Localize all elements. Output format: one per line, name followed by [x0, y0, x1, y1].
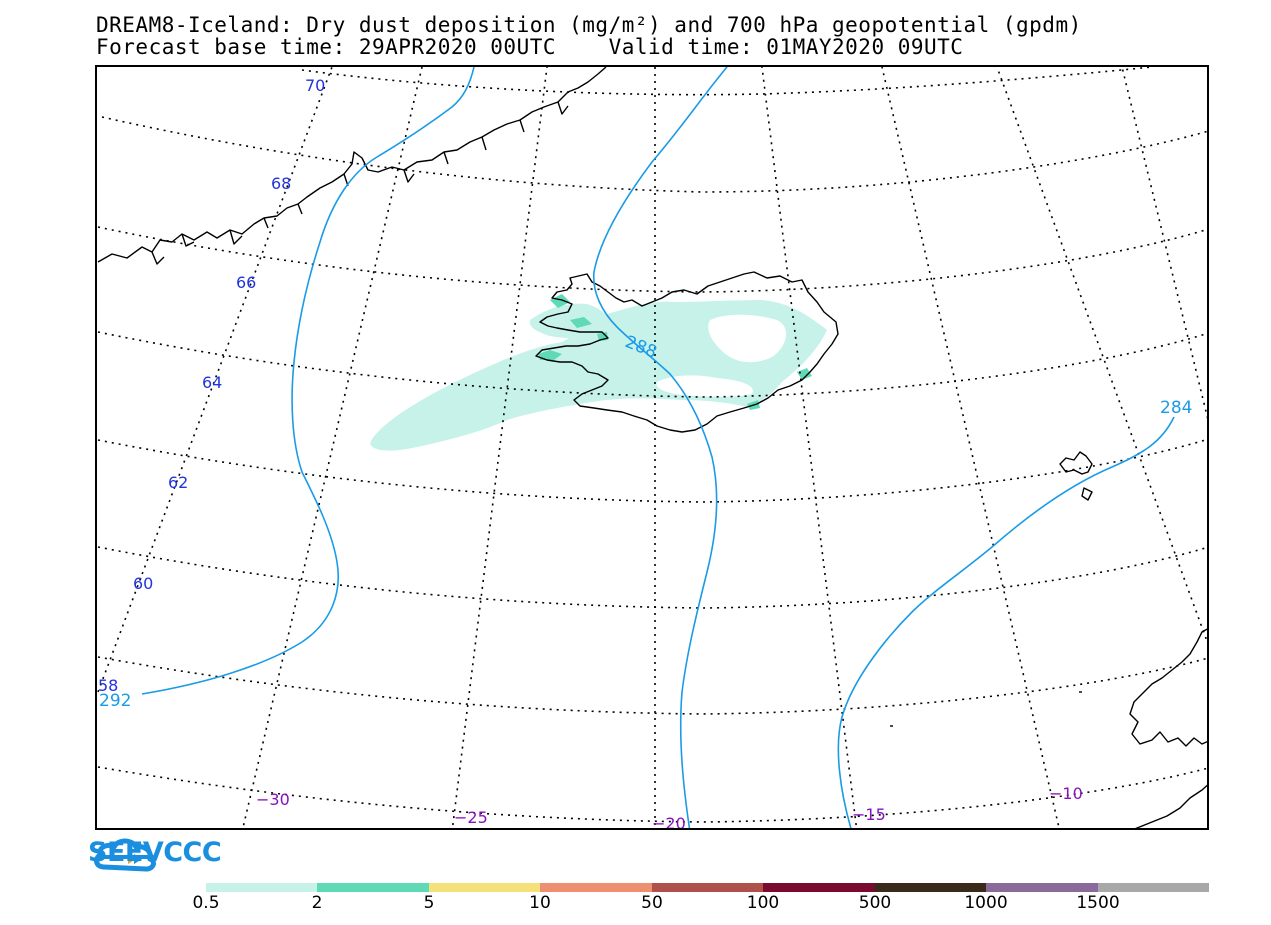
forecast-times: Forecast base time: 29APR2020 00UTC Vali…	[96, 35, 964, 59]
latitude-label-62: 62	[168, 473, 188, 492]
longitude-label-minus-25: −25	[454, 808, 488, 827]
logo-text: SEEVCCC	[88, 837, 222, 868]
colorbar-segment-3	[428, 883, 541, 892]
contour-288	[592, 67, 728, 828]
latitude-label-70: 70	[305, 76, 325, 95]
colorbar-segment-2	[317, 883, 429, 892]
longitude-label-minus-20: −20	[652, 814, 686, 830]
longitude-label-minus-10: −10	[1049, 784, 1083, 803]
latitude-label-64: 64	[202, 373, 222, 392]
contour-284	[837, 416, 1175, 828]
longitude-label-minus-30: −30	[256, 790, 290, 809]
latitude-label-66: 66	[236, 273, 256, 292]
latitude-line-66	[97, 226, 1207, 293]
dust-patch-nw	[529, 303, 613, 339]
chart-title: DREAM8-Iceland: Dry dust deposition (mg/…	[96, 13, 1082, 37]
contour-292	[141, 67, 475, 695]
colorbar-segment-7	[874, 883, 987, 892]
geopotential-contours	[141, 67, 1175, 828]
colorbar-label-50: 50	[641, 893, 663, 913]
meridian-minus-30	[242, 67, 423, 828]
dust-patch-inland-clear	[708, 314, 787, 363]
faroe-islands	[1059, 451, 1093, 501]
latitude-line-68	[101, 116, 1207, 193]
colorbar-label-100: 100	[746, 893, 780, 913]
coastlines	[97, 67, 1207, 828]
dust-patch-central-clear	[656, 375, 753, 397]
colorbar-label-1500: 1500	[1076, 893, 1120, 913]
colorbar-segment-5	[651, 883, 764, 892]
norway-coast-south	[1135, 784, 1207, 828]
latitude-line-70	[301, 67, 1153, 96]
seevccc-logo	[94, 838, 156, 872]
latitude-label-60: 60	[133, 574, 153, 593]
latitude-line-58	[97, 656, 1207, 715]
longitude-label-minus-15: −15	[852, 805, 886, 824]
cloud-arrow-icon	[94, 838, 156, 872]
map: 292 288 284 70 68 66 64 62 60 58 −30 −25…	[97, 67, 1207, 830]
greenland-coast-fjords	[151, 101, 569, 265]
map-frame: 292 288 284 70 68 66 64 62 60 58 −30 −25…	[95, 65, 1209, 830]
norway-coast	[1129, 628, 1207, 747]
contour-label-284: 284	[1160, 398, 1192, 418]
colorbar-label-5: 5	[423, 893, 435, 913]
dust-deposition-layer	[370, 294, 827, 451]
colorbar-label-500: 500	[858, 893, 892, 913]
colorbar	[206, 883, 1209, 892]
iceland-coast	[535, 271, 839, 433]
colorbar-label-10: 10	[529, 893, 551, 913]
latitude-line-56	[97, 766, 1207, 823]
greenland-coast	[97, 67, 607, 263]
latitude-line-64	[97, 331, 1207, 398]
dust-medium-2	[550, 294, 570, 308]
latitude-line-62	[97, 438, 1207, 503]
meridian-minus-15	[761, 67, 858, 828]
colorbar-segment-1	[206, 883, 318, 892]
graticule	[97, 67, 1207, 828]
colorbar-label-1000: 1000	[964, 893, 1008, 913]
colorbar-segment-8	[986, 883, 1098, 892]
dust-medium-3	[570, 317, 592, 328]
colorbar-label-0.5: 0.5	[192, 893, 220, 913]
latitude-label-58: 58	[98, 676, 118, 695]
dust-medium-1	[538, 350, 562, 360]
latitude-line-60	[97, 546, 1207, 609]
latitude-label-68: 68	[271, 174, 291, 193]
dust-medium-4	[797, 368, 812, 380]
colorbar-segment-6	[763, 883, 875, 892]
contour-label-292: 292	[99, 691, 131, 711]
meridian-minus-5	[996, 67, 1207, 644]
colorbar-segment-4	[540, 883, 652, 892]
colorbar-segment-9	[1097, 883, 1209, 892]
colorbar-label-2: 2	[311, 893, 323, 913]
meridian-minus-25	[451, 67, 548, 828]
meridian-0	[1121, 67, 1207, 419]
meridian-minus-10	[881, 67, 1060, 828]
